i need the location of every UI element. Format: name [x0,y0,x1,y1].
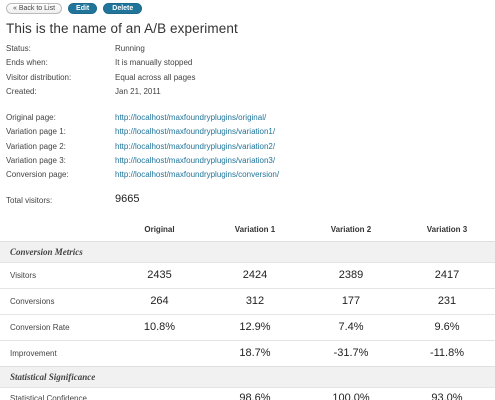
page-urls: Original page: http://localhost/maxfound… [6,112,486,183]
table-cell: 98.6% [207,386,303,400]
table-cell: 12.9% [207,313,303,340]
page-label: Variation page 2: [6,141,66,151]
variation2-page-link[interactable]: http://localhost/maxfoundryplugins/varia… [115,141,276,151]
toolbar: « Back to List Edit Delete [6,2,143,14]
table-cell: 2389 [303,261,399,288]
row-label: Conversion Rate [0,313,112,340]
detail-label: Visitor distribution: [6,72,72,82]
detail-row-created: Created: Jan 21, 2011 [6,86,486,100]
table-cell: 312 [207,287,303,314]
table-cell [112,386,207,400]
detail-label: Ends when: [6,58,48,68]
page-row-original: Original page: http://localhost/maxfound… [6,112,486,126]
original-page-link[interactable]: http://localhost/maxfoundryplugins/origi… [115,113,267,122]
page-row-variation1: Variation page 1: http://localhost/maxfo… [6,126,486,140]
table-cell: 231 [399,287,495,314]
table-row-conversion-rate: Conversion Rate 10.8% 12.9% 7.4% 9.6% [0,313,495,340]
detail-row-status: Status: Running [6,43,486,57]
detail-label: Status: [6,44,31,53]
section-title: Conversion Metrics [0,240,495,262]
column-header-original: Original [112,218,207,241]
table-row-visitors: Visitors 2435 2424 2389 2417 [0,261,495,288]
section-title: Statistical Significance [0,365,495,387]
improvement-positive-value: 18.7% [207,339,303,366]
table-cell: 2424 [207,261,303,288]
table-cell: 100.0% [303,386,399,400]
table-row-statistical-confidence: Statistical Confidence 98.6% 100.0% 93.0… [0,386,495,400]
delete-button[interactable]: Delete [103,2,143,14]
detail-value: Jan 21, 2011 [115,86,161,96]
variation3-page-link[interactable]: http://localhost/maxfoundryplugins/varia… [115,155,276,165]
page-label: Original page: [6,113,56,122]
detail-value: Equal across all pages [115,72,196,82]
improvement-negative-value: -11.8% [399,339,495,366]
edit-button[interactable]: Edit [68,2,98,14]
total-visitors-value: 9665 [115,193,140,205]
row-label: Conversions [0,287,112,314]
detail-row-distribution: Visitor distribution: Equal across all p… [6,72,486,86]
back-to-list-button[interactable]: « Back to List [6,2,63,14]
page-row-variation3: Variation page 3: http://localhost/maxfo… [6,155,486,169]
row-label: Improvement [0,339,112,366]
section-header-statistical-significance: Statistical Significance [0,365,495,387]
detail-row-ends-when: Ends when: It is manually stopped [6,57,486,71]
detail-value: Running [115,44,145,53]
table-row-conversions: Conversions 264 312 177 231 [0,287,495,314]
row-label: Statistical Confidence [0,386,112,400]
page-label: Variation page 3: [6,155,66,165]
table-cell: 264 [112,287,207,314]
row-label: Visitors [0,261,112,288]
table-cell: 10.8% [112,313,207,340]
variation1-page-link[interactable]: http://localhost/maxfoundryplugins/varia… [115,127,276,137]
table-row-improvement: Improvement 18.7% -31.7% -11.8% [0,339,495,366]
table-cell: 93.0% [399,386,495,400]
detail-label: Created: [6,86,37,96]
page-title: This is the name of an A/B experiment [6,21,238,36]
total-visitors: Total visitors: 9665 [6,193,306,209]
page-row-variation2: Variation page 2: http://localhost/maxfo… [6,141,486,155]
conversion-page-link[interactable]: http://localhost/maxfoundryplugins/conve… [115,170,280,180]
column-header [0,218,112,241]
column-header-variation2: Variation 2 [303,218,399,241]
column-header-variation1: Variation 1 [207,218,303,241]
improvement-negative-value: -31.7% [303,339,399,366]
column-header-variation3: Variation 3 [399,218,495,241]
table-header-row: Original Variation 1 Variation 2 Variati… [0,218,495,241]
page-label: Conversion page: [6,170,69,180]
table-cell: 177 [303,287,399,314]
metrics-table: Original Variation 1 Variation 2 Variati… [0,218,495,400]
table-cell: 2435 [112,261,207,288]
table-cell: 7.4% [303,313,399,340]
page-label: Variation page 1: [6,127,66,137]
table-cell [112,339,207,366]
table-cell: 2417 [399,261,495,288]
table-cell: 9.6% [399,313,495,340]
page-row-conversion: Conversion page: http://localhost/maxfou… [6,169,486,183]
detail-value: It is manually stopped [115,58,193,68]
total-visitors-label: Total visitors: [6,196,53,205]
section-header-conversion-metrics: Conversion Metrics [0,240,495,262]
experiment-details: Status: Running Ends when: It is manuall… [6,43,486,100]
